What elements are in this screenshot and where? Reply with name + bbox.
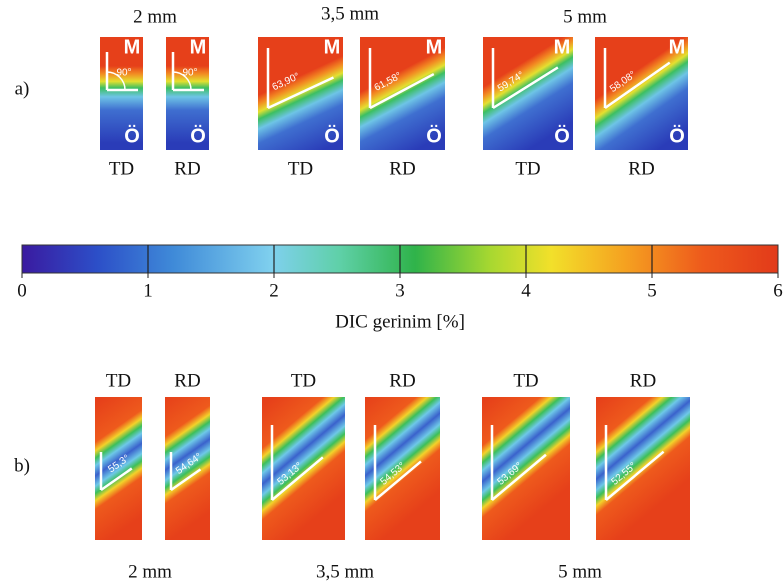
colorbar-tick-label: 1 bbox=[143, 280, 153, 301]
colorbar-label: DIC gerinim [%] bbox=[335, 311, 465, 332]
top-marker: M bbox=[426, 36, 443, 58]
thickness-label: 5 mm bbox=[563, 6, 607, 27]
angle-label: 90° bbox=[116, 68, 131, 79]
direction-label: TD bbox=[291, 370, 316, 391]
direction-label: TD bbox=[513, 370, 538, 391]
bottom-marker: Ö bbox=[124, 124, 140, 147]
top-marker: M bbox=[669, 36, 686, 58]
colorbar-tick-label: 4 bbox=[521, 280, 531, 301]
thickness-label: 2 mm bbox=[133, 6, 177, 27]
angle-label: 90° bbox=[182, 68, 197, 79]
figure: a) b) DIC gerinim [%] 0 1 2 3 4 5 6 2 mm M Ö TD 90°… bbox=[0, 0, 783, 586]
colorbar-tick-label: 6 bbox=[773, 280, 783, 301]
panel-label: a) bbox=[15, 78, 30, 99]
bottom-marker: Ö bbox=[324, 124, 340, 147]
direction-label: TD bbox=[106, 370, 131, 391]
direction-label: RD bbox=[389, 158, 415, 179]
bottom-marker: Ö bbox=[426, 124, 442, 147]
top-marker: M bbox=[554, 36, 571, 58]
thickness-label: 3,5 mm bbox=[321, 3, 379, 24]
top-marker: M bbox=[190, 36, 207, 58]
direction-label: TD bbox=[109, 158, 134, 179]
direction-label: RD bbox=[630, 370, 656, 391]
direction-label: TD bbox=[288, 158, 313, 179]
direction-label: TD bbox=[515, 158, 540, 179]
thickness-label: 5 mm bbox=[558, 561, 602, 582]
strain-map bbox=[482, 397, 570, 540]
colorbar-tick-label: 0 bbox=[17, 280, 27, 301]
direction-label: RD bbox=[628, 158, 654, 179]
bottom-marker: Ö bbox=[190, 124, 206, 147]
colorbar-tick-label: 5 bbox=[647, 280, 657, 301]
bottom-marker: Ö bbox=[554, 124, 570, 147]
colorbar-tick-label: 2 bbox=[269, 280, 279, 301]
top-marker: M bbox=[124, 36, 141, 58]
thickness-label: 3,5 mm bbox=[316, 561, 374, 582]
bottom-marker: Ö bbox=[669, 124, 685, 147]
panel-label: b) bbox=[14, 455, 30, 476]
direction-label: RD bbox=[174, 158, 200, 179]
top-marker: M bbox=[324, 36, 341, 58]
direction-label: RD bbox=[174, 370, 200, 391]
direction-label: RD bbox=[389, 370, 415, 391]
thickness-label: 2 mm bbox=[128, 561, 172, 582]
colorbar-tick-label: 3 bbox=[395, 280, 405, 301]
